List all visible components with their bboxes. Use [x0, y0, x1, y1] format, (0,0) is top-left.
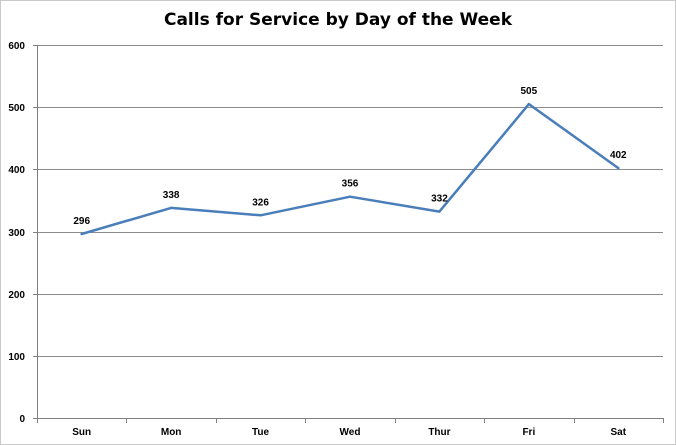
x-tick-label: Tue	[252, 427, 269, 438]
data-point	[617, 166, 620, 170]
data-point	[80, 232, 83, 236]
data-label: 505	[521, 86, 538, 97]
x-tick-label: Fri	[522, 427, 535, 438]
data-label: 338	[163, 190, 180, 201]
data-point	[259, 214, 262, 217]
data-label: 332	[431, 194, 448, 205]
data-label: 356	[342, 179, 359, 190]
chart-title: Calls for Service by Day of the Week	[163, 10, 513, 30]
y-tick-label: 100	[8, 352, 25, 363]
data-point	[169, 206, 173, 210]
y-tick-label: 500	[8, 103, 25, 114]
y-tick-label: 600	[8, 41, 25, 52]
data-label: 326	[252, 197, 269, 208]
x-tick-label: Sat	[611, 427, 627, 438]
data-label: 402	[610, 150, 627, 161]
x-tick-label: Mon	[161, 427, 182, 438]
x-tick-label: Wed	[340, 427, 361, 438]
data-point	[348, 195, 352, 198]
x-tick-label: Sun	[72, 427, 91, 438]
x-tick-label: Thur	[428, 427, 450, 438]
y-tick-label: 0	[19, 414, 25, 425]
y-tick-label: 300	[8, 228, 25, 239]
data-label: 296	[73, 216, 90, 227]
y-tick-label: 200	[8, 290, 25, 301]
y-tick-label: 400	[8, 165, 25, 176]
data-point	[438, 210, 441, 213]
data-point	[527, 102, 531, 106]
